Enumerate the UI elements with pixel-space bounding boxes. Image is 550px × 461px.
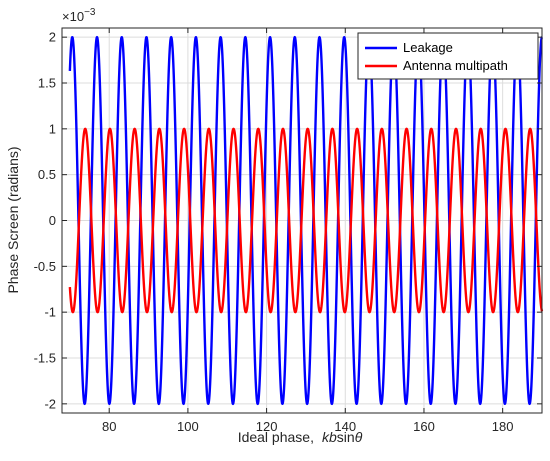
y-tick-label: 1 <box>49 121 56 136</box>
legend-label-leakage: Leakage <box>403 40 453 55</box>
y-tick-label: -0.5 <box>34 259 56 274</box>
x-tick-label: 100 <box>177 419 199 434</box>
y-axis-label: Phase Screen (radians) <box>5 146 21 293</box>
data-series <box>68 35 544 406</box>
y-tick-label: 1.5 <box>38 76 56 91</box>
y-tick-label: -2 <box>44 396 56 411</box>
x-axis-label: Ideal phase, kbsinθ <box>238 429 363 445</box>
axis-ticks <box>62 28 542 413</box>
legend-label-antenna-multipath: Antenna multipath <box>403 58 508 73</box>
legend-entry-antenna-multipath: Antenna multipath <box>365 58 508 73</box>
legend-entry-leakage: Leakage <box>365 40 453 55</box>
y-tick-label: 0 <box>49 213 56 228</box>
series-line-leakage <box>68 35 543 406</box>
y-tick-label: 2 <box>49 30 56 45</box>
y-tick-label: 0.5 <box>38 167 56 182</box>
legend-box <box>357 32 539 80</box>
x-tick-label: 180 <box>492 419 514 434</box>
y-exponent-label: ×10−3 <box>62 7 96 24</box>
y-tick-label: -1 <box>44 305 56 320</box>
x-tick-label: 160 <box>413 419 435 434</box>
y-tick-label: -1.5 <box>34 351 56 366</box>
legend: Leakage Antenna multipath <box>357 32 539 80</box>
x-tick-label: 80 <box>102 419 116 434</box>
tick-labels: 80 100 120 140 160 180 -2 -1.5 -1 -0.5 0 0.5 1 1.5 2 <box>34 30 514 434</box>
series-line-antenna-multipath <box>68 127 544 314</box>
x-tick-label: 140 <box>334 419 356 434</box>
x-tick-label: 120 <box>256 419 278 434</box>
